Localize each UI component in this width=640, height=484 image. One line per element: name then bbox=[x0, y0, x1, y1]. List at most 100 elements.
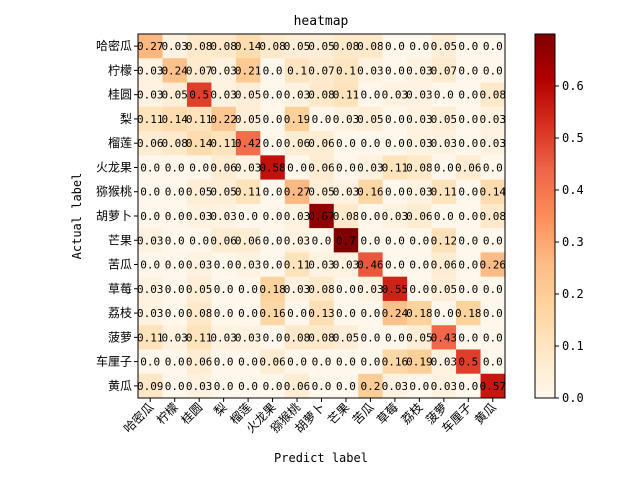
heatmap-cell bbox=[284, 155, 310, 180]
heatmap-cell bbox=[162, 203, 188, 229]
heatmap-cell bbox=[382, 300, 408, 326]
cell-value-label: 0.05 bbox=[284, 40, 311, 53]
heatmap-cell bbox=[358, 106, 383, 132]
x-tick-label: 苦瓜 bbox=[350, 400, 377, 427]
cell-value-label: 0.08 bbox=[259, 40, 286, 53]
heatmap-cell bbox=[162, 155, 188, 180]
heatmap-cell bbox=[333, 252, 359, 277]
cell-value-label: 0.0 bbox=[360, 331, 380, 344]
cell-value-label: 0.0 bbox=[214, 380, 234, 393]
cell-value-label: 0.0 bbox=[458, 380, 478, 393]
heatmap-cell bbox=[358, 276, 383, 302]
cell-value-label: 0.05 bbox=[431, 40, 458, 53]
cell-value-label: 0.0 bbox=[360, 234, 380, 247]
cell-value-label: 0.24 bbox=[161, 64, 188, 77]
cell-value-label: 0.11 bbox=[382, 161, 409, 174]
heatmap-cell bbox=[211, 155, 237, 180]
heatmap-cell bbox=[333, 106, 359, 132]
cell-value-label: 0.07 bbox=[308, 64, 335, 77]
heatmap-cell bbox=[186, 34, 212, 59]
cell-value-label: 0.03 bbox=[137, 89, 164, 102]
heatmap-cell bbox=[382, 131, 408, 156]
cell-value-label: 0.0 bbox=[238, 380, 258, 393]
cell-value-label: 0.11 bbox=[431, 186, 458, 199]
cell-value-label: 0.0 bbox=[140, 210, 160, 223]
cell-value-label: 0.0 bbox=[165, 210, 185, 223]
cell-value-label: 0.0 bbox=[165, 283, 185, 296]
heatmap-cell bbox=[309, 179, 335, 205]
heatmap-cell bbox=[186, 131, 212, 156]
cell-value-label: 0.1 bbox=[336, 64, 356, 77]
cell-value-label: 0.27 bbox=[137, 40, 164, 53]
heatmap-cell bbox=[456, 228, 481, 253]
cell-value-label: 0.22 bbox=[210, 113, 237, 126]
cell-value-label: 0.06 bbox=[235, 234, 262, 247]
cell-value-label: 0.0 bbox=[458, 137, 478, 150]
cell-value-label: 0.03 bbox=[308, 259, 335, 272]
cell-value-label: 0.0 bbox=[238, 283, 258, 296]
cell-value-label: 0.05 bbox=[186, 186, 213, 199]
heatmap-cell bbox=[407, 131, 432, 156]
heatmap-cell bbox=[284, 252, 310, 277]
heatmap-cell bbox=[456, 82, 481, 108]
cell-value-label: 0.03 bbox=[333, 259, 360, 272]
cell-value-label: 0.0 bbox=[360, 307, 380, 320]
heatmap-cell bbox=[382, 179, 408, 205]
cell-value-label: 0.03 bbox=[137, 64, 164, 77]
heatmap-cell bbox=[284, 82, 310, 108]
cell-value-label: 0.0 bbox=[385, 137, 405, 150]
colorbar-tick-label: 0.6 bbox=[562, 79, 584, 93]
cell-value-label: 0.0 bbox=[214, 283, 234, 296]
heatmap-cell bbox=[431, 58, 457, 83]
cell-value-label: 0.03 bbox=[382, 210, 409, 223]
cell-value-label: 0.0 bbox=[434, 307, 454, 320]
heatmap-cell bbox=[407, 300, 432, 326]
cell-value-label: 0.0 bbox=[458, 89, 478, 102]
heatmap-cell bbox=[162, 179, 188, 205]
cell-value-label: 0.03 bbox=[480, 113, 507, 126]
heatmap-cell bbox=[431, 252, 457, 277]
cell-value-label: 0.16 bbox=[259, 307, 286, 320]
heatmap-cell bbox=[284, 276, 310, 302]
cell-value-label: 0.26 bbox=[480, 259, 507, 272]
cell-value-label: 0.0 bbox=[360, 137, 380, 150]
cell-value-label: 0.0 bbox=[458, 259, 478, 272]
cell-value-label: 0.0 bbox=[287, 356, 307, 369]
y-tick-label: 柠檬 bbox=[108, 62, 132, 77]
cell-value-label: 0.08 bbox=[333, 40, 360, 53]
cell-value-label: 0.0 bbox=[434, 89, 454, 102]
cell-value-label: 0.03 bbox=[284, 283, 311, 296]
heatmap-cell bbox=[284, 373, 310, 399]
cell-value-label: 0.03 bbox=[431, 356, 458, 369]
heatmap-cell bbox=[333, 373, 359, 399]
heatmap-cell bbox=[407, 252, 432, 277]
heatmap-cell bbox=[407, 106, 432, 132]
cell-value-label: 0.21 bbox=[235, 64, 262, 77]
heatmap-cell bbox=[260, 228, 286, 253]
cell-value-label: 0.03 bbox=[186, 210, 213, 223]
heatmap-cell bbox=[235, 325, 261, 350]
heatmap-cell bbox=[211, 179, 237, 205]
x-tick-label: 芒果 bbox=[324, 400, 352, 428]
colorbar-tick-label: 0.1 bbox=[562, 339, 584, 353]
heatmap-cell bbox=[186, 325, 212, 350]
heatmap-cell bbox=[456, 300, 481, 326]
heatmap-cell bbox=[480, 252, 506, 277]
cell-value-label: 0.05 bbox=[308, 186, 335, 199]
cell-value-label: 0.18 bbox=[406, 307, 433, 320]
heatmap-cell bbox=[162, 276, 188, 302]
heatmap-cell bbox=[211, 131, 237, 156]
cell-value-label: 0.24 bbox=[382, 307, 409, 320]
colorbar-tick-label: 0.2 bbox=[562, 287, 584, 301]
heatmap-cell bbox=[284, 349, 310, 375]
cell-value-label: 0.0 bbox=[238, 307, 258, 320]
heatmap-cell bbox=[309, 203, 335, 229]
heatmap-cell bbox=[309, 349, 335, 375]
cell-value-label: 0.03 bbox=[161, 331, 188, 344]
cell-value-label: 0.13 bbox=[308, 307, 335, 320]
heatmap-cell bbox=[211, 203, 237, 229]
cell-value-label: 0.58 bbox=[259, 161, 286, 174]
x-tick-label: 黄瓜 bbox=[472, 400, 499, 427]
cell-value-label: 0.08 bbox=[480, 210, 507, 223]
heatmap-cell bbox=[235, 106, 261, 132]
